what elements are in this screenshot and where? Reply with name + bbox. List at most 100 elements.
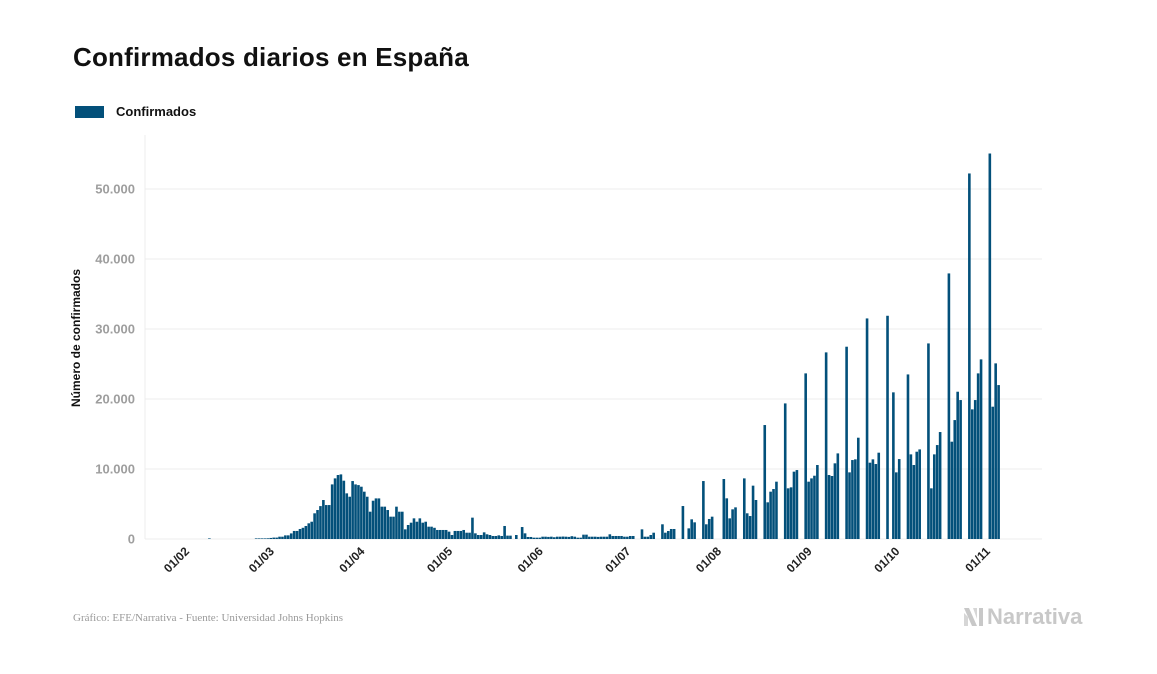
bar-2020-09-21 xyxy=(865,318,869,539)
x-tick-label: 01/02 xyxy=(161,544,192,575)
bar-2020-04-14 xyxy=(398,511,401,539)
bar-2020-10-20 xyxy=(950,441,954,539)
bar-2020-04-24 xyxy=(427,526,430,539)
bar-2020-05-28 xyxy=(526,536,530,539)
bar-2020-08-24 xyxy=(783,403,787,539)
bar-2020-08-25 xyxy=(786,488,790,539)
bar-2020-02-28 xyxy=(263,538,267,539)
bar-2020-08-06 xyxy=(731,509,734,539)
bar-2020-07-06 xyxy=(640,529,644,539)
bar-2020-03-11 xyxy=(298,528,302,539)
bar-2020-06-26 xyxy=(611,535,615,539)
bar-2020-02-27 xyxy=(260,538,264,539)
brand-name: Narrativa xyxy=(987,604,1083,629)
bar-2020-05-30 xyxy=(532,537,536,539)
bar-2020-08-20 xyxy=(772,489,775,539)
bar-2020-06-06 xyxy=(553,537,556,539)
bar-2020-06-05 xyxy=(550,536,553,539)
bar-2020-08-19 xyxy=(769,491,772,539)
bar-2020-03-02 xyxy=(272,537,275,539)
bar-2020-03-01 xyxy=(269,537,273,539)
bar-2020-10-27 xyxy=(970,409,974,539)
bar-2020-03-13 xyxy=(304,525,308,539)
bar-2020-10-08 xyxy=(915,451,919,539)
bar-2020-10-06 xyxy=(909,454,913,539)
bar-2020-05-07 xyxy=(465,532,468,539)
bar-2020-03-27 xyxy=(345,493,349,539)
bar-2020-06-07 xyxy=(555,536,559,539)
bar-2020-04-10 xyxy=(386,510,389,539)
bar-2020-03-12 xyxy=(301,527,305,539)
bar-2020-04-20 xyxy=(415,521,419,539)
y-tick-label: 0 xyxy=(128,532,135,547)
bar-2020-09-24 xyxy=(874,464,878,539)
bar-2020-10-13 xyxy=(930,488,933,539)
bar-2020-07-14 xyxy=(664,532,667,539)
bar-2020-02-26 xyxy=(257,538,261,539)
bar-2020-07-09 xyxy=(649,535,653,539)
bar-2020-04-15 xyxy=(401,511,404,539)
bar-2020-03-10 xyxy=(295,530,299,539)
bar-2020-05-16 xyxy=(491,535,495,539)
bar-2020-05-02 xyxy=(450,535,454,539)
bar-2020-03-07 xyxy=(287,535,290,539)
bar-2020-09-04 xyxy=(816,465,819,539)
bar-2020-05-31 xyxy=(535,537,539,539)
bar-2020-05-08 xyxy=(468,532,471,539)
bar-2020-09-03 xyxy=(813,475,816,539)
narrativa-logo-icon xyxy=(964,608,983,626)
bar-2020-03-15 xyxy=(310,521,313,539)
legend-label: Confirmados xyxy=(116,104,197,119)
bar-2020-03-29 xyxy=(351,481,354,539)
bar-2020-10-16 xyxy=(938,432,942,539)
bar-2020-04-25 xyxy=(430,526,433,539)
bar-2020-06-17 xyxy=(585,534,588,539)
bar-2020-06-13 xyxy=(573,536,577,539)
bar-2020-03-03 xyxy=(275,537,278,539)
bar-2020-07-13 xyxy=(661,524,664,539)
bar-2020-10-19 xyxy=(947,273,951,539)
bar-2020-06-09 xyxy=(561,536,565,539)
bar-2020-04-16 xyxy=(403,529,407,539)
bar-2020-04-09 xyxy=(383,506,387,539)
bar-2020-09-09 xyxy=(830,476,834,539)
bar-2020-09-22 xyxy=(868,462,872,539)
bar-2020-06-21 xyxy=(596,536,600,539)
x-tick-label: 01/06 xyxy=(515,544,546,575)
bar-2020-04-21 xyxy=(418,518,422,539)
bar-2020-06-16 xyxy=(582,534,585,539)
bar-2020-10-14 xyxy=(932,454,936,539)
bar-2020-05-19 xyxy=(500,535,503,539)
bar-2020-05-03 xyxy=(453,530,457,539)
bar-2020-05-13 xyxy=(482,532,486,539)
bar-2020-10-23 xyxy=(959,400,962,539)
y-axis-ticks: 0 10.000 20.000 30.000 40.000 50.000 xyxy=(95,182,135,547)
bar-2020-10-22 xyxy=(956,391,959,539)
bar-2020-06-10 xyxy=(564,536,568,539)
y-tick-label: 50.000 xyxy=(95,182,135,197)
bar-2020-03-23 xyxy=(333,478,337,539)
bar-2020-03-31 xyxy=(357,485,360,539)
bar-2020-04-18 xyxy=(409,522,413,539)
bar-2020-09-07 xyxy=(824,352,828,539)
bar-2020-05-26 xyxy=(520,527,524,539)
bar-2020-04-06 xyxy=(374,498,378,539)
bar-2020-04-04 xyxy=(368,511,372,539)
bar-2020-03-04 xyxy=(278,536,281,539)
bar-2020-03-25 xyxy=(339,474,343,539)
bar-2020-06-29 xyxy=(620,535,623,539)
x-tick-label: 01/04 xyxy=(336,544,367,575)
bar-2020-10-15 xyxy=(935,445,939,539)
bar-2020-09-18 xyxy=(856,437,860,539)
x-tick-label: 01/07 xyxy=(602,544,633,575)
bar-2020-06-01 xyxy=(538,537,541,539)
bar-2020-06-25 xyxy=(608,534,612,539)
legend: Confirmados xyxy=(75,104,196,119)
bar-2020-05-04 xyxy=(456,530,460,539)
bar-2020-07-17 xyxy=(672,528,676,539)
bar-2020-06-28 xyxy=(617,535,620,539)
bar-2020-06-12 xyxy=(570,536,574,539)
bar-2020-10-30 xyxy=(979,359,983,539)
x-tick-label: 01/10 xyxy=(871,544,902,575)
bar-2020-04-02 xyxy=(363,491,366,539)
